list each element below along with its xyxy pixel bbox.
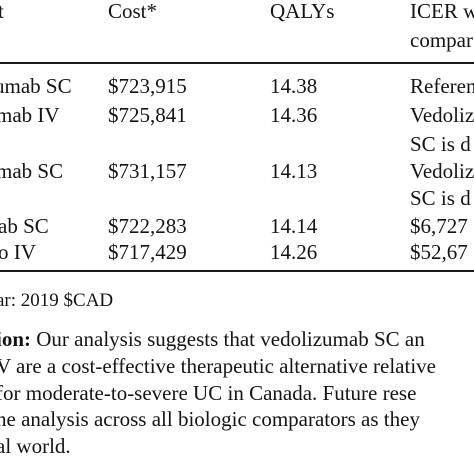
row-2-strategy: mab IV [0,103,60,127]
row-5-icer: $52,67 [410,240,468,264]
row-3-strategy: mab SC [0,159,64,183]
row-4-cost: $722,283 [108,214,187,238]
row-1-strategy: umab SC [0,74,72,98]
row-3-cost: $731,157 [108,159,187,183]
header-icer-line2: compar [410,28,473,52]
conclusion-line-2: V are a cost-effective therapeutic alter… [0,354,436,378]
row-1-cost: $723,915 [108,74,187,98]
row-5-cost: $717,429 [108,240,187,264]
row-4-strategy: ab SC [0,214,49,238]
row-3-icer-line1: Vedoliz [410,159,474,183]
table-header-rule [0,62,474,64]
table-bottom-rule [0,270,474,272]
conclusion-label: ion: [0,327,32,351]
header-strategy: t [0,0,4,23]
header-icer-line1: ICER w [410,0,474,23]
row-5-strategy: o IV [0,240,36,264]
row-5-qalys: 14.26 [270,240,318,264]
table-footnote: ar: 2019 $CAD [0,290,114,311]
conclusion-line-1: ion: Our analysis suggests that vedolizu… [0,327,425,352]
header-cost: Cost* [108,0,158,23]
row-4-qalys: 14.14 [270,214,318,238]
header-qalys: QALYs [270,0,335,23]
row-1-icer: Referen [410,74,474,98]
row-2-icer-line2: SC is d [410,132,471,156]
conclusion-line-1-text: Our analysis suggests that vedolizumab S… [31,327,425,351]
row-3-qalys: 14.13 [270,159,318,183]
conclusion-line-4: he analysis across all biologic comparat… [0,407,420,431]
row-2-cost: $725,841 [108,103,187,127]
row-4-icer: $6,727 [410,214,468,238]
row-3-icer-line2: SC is d [410,186,471,210]
conclusion-line-3: for moderate-to-severe UC in Canada. Fut… [0,381,417,405]
row-2-icer-line1: Vedoliz [410,103,474,127]
row-1-qalys: 14.38 [270,74,318,98]
conclusion-line-5: al world. [0,434,71,458]
row-2-qalys: 14.36 [270,103,318,127]
